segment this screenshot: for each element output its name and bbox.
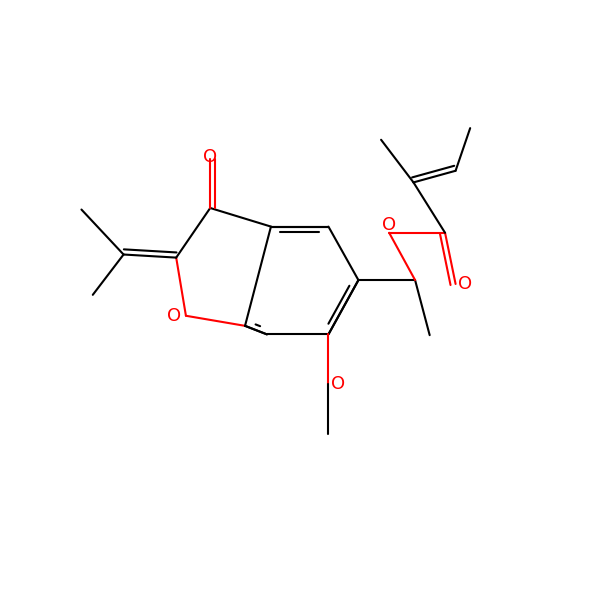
Text: O: O	[331, 375, 345, 393]
Text: O: O	[203, 148, 217, 166]
Text: O: O	[167, 307, 182, 325]
Text: O: O	[382, 216, 396, 234]
Text: O: O	[458, 275, 472, 293]
